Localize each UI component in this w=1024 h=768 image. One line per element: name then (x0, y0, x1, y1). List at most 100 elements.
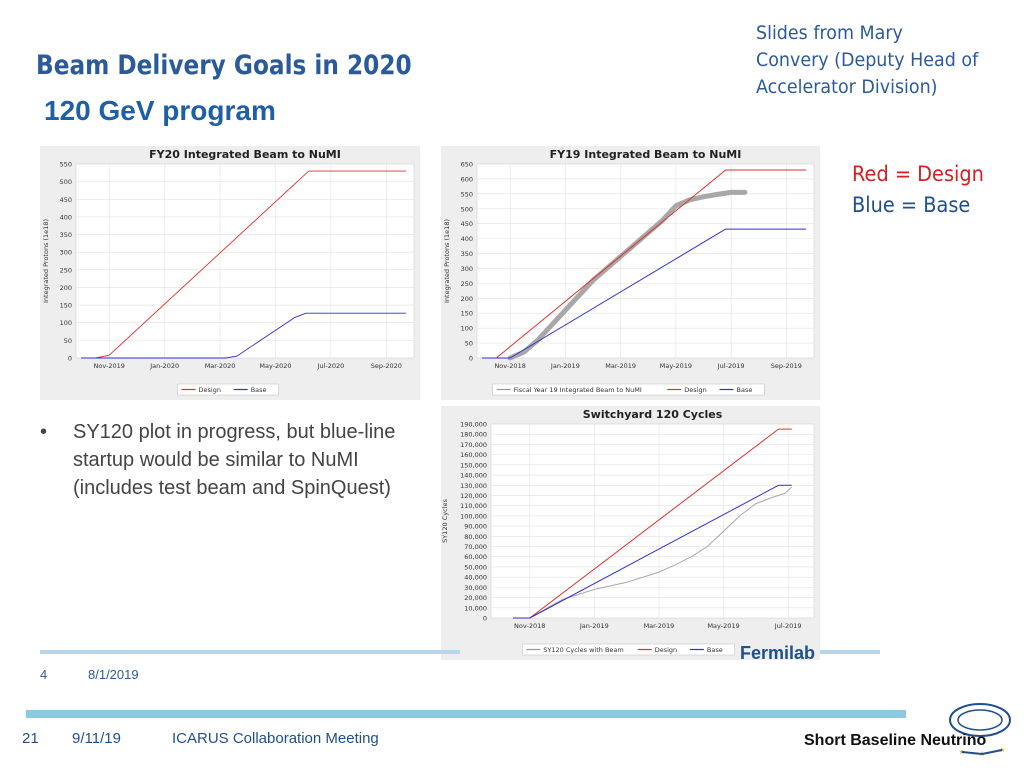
series-line (81, 312, 407, 359)
series-line (529, 486, 792, 619)
y-tick-label: 160,000 (460, 451, 487, 459)
x-tick-label: May-2020 (259, 362, 291, 370)
y-tick-label: 450 (60, 196, 72, 204)
y-tick-label: 250 (461, 280, 473, 288)
y-tick-label: 500 (461, 205, 473, 213)
y-tick-label: 0 (68, 355, 72, 363)
legend-label: SY120 Cycles with Beam (543, 646, 623, 654)
y-axis-label: Integrated Protons (1e18) (42, 219, 50, 303)
y-tick-label: 170,000 (460, 441, 487, 449)
y-tick-label: 110,000 (460, 502, 487, 510)
y-tick-label: 300 (60, 249, 72, 257)
y-tick-label: 120,000 (460, 492, 487, 500)
x-tick-label: Sep-2019 (771, 362, 802, 370)
y-tick-label: 550 (461, 190, 473, 198)
y-tick-label: 140,000 (460, 472, 487, 480)
y-tick-label: 80,000 (464, 533, 487, 541)
chart-fy20-svg: FY20 Integrated Beam to NuMI 0 50 100 150 200… (42, 148, 415, 396)
inner-footer-date: 8/1/2019 (88, 667, 139, 682)
source-note-line: Accelerator Division) (756, 76, 938, 98)
legend-label: Base (707, 646, 723, 654)
x-tick-label: May-2019 (660, 362, 692, 370)
y-tick-label: 50 (465, 340, 473, 348)
footer-divider (26, 710, 906, 718)
series-line (507, 189, 748, 361)
chart-sy120-svg: Switchyard 120 Cycles 0 10,000 20,000 30,000… (441, 408, 815, 656)
y-tick-label: 0 (469, 355, 473, 363)
x-tick-label: Mar-2019 (605, 362, 636, 370)
x-tick-label: Jul-2019 (774, 622, 802, 630)
chart-title: Switchyard 120 Cycles (583, 408, 723, 421)
inner-footer-divider (820, 650, 880, 654)
y-tick-label: 100 (60, 319, 72, 327)
y-tick-label: 150,000 (460, 461, 487, 469)
legend-label: Design (199, 386, 221, 394)
y-tick-label: 50 (64, 337, 72, 345)
chart-fy19-numi: FY19 Integrated Beam to NuMI 0 50 100 150 200… (441, 146, 820, 400)
y-tick-label: 350 (461, 250, 473, 258)
footer-meeting: ICARUS Collaboration Meeting (172, 730, 379, 747)
y-tick-label: 200 (60, 284, 72, 292)
legend-label: Design (684, 386, 706, 394)
y-tick-label: 40,000 (464, 574, 487, 582)
y-tick-label: 100,000 (460, 512, 487, 520)
y-tick-label: 20,000 (464, 594, 487, 602)
footer-date: 9/11/19 (72, 730, 121, 747)
y-axis-label: SY120 Cycles (441, 499, 449, 543)
legend-label: Design (655, 646, 677, 654)
source-note-line: Convery (Deputy Head of (756, 49, 979, 71)
x-tick-label: Jan-2019 (579, 622, 609, 630)
y-tick-label: 450 (461, 220, 473, 228)
sbn-logo-icon (949, 703, 1011, 756)
x-tick-label: Jan-2020 (149, 362, 179, 370)
y-tick-label: 150 (60, 302, 72, 310)
y-tick-label: 200 (461, 295, 473, 303)
y-tick-label: 650 (461, 161, 473, 169)
plot-area (75, 163, 415, 359)
y-tick-label: 550 (60, 161, 72, 169)
y-tick-label: 350 (60, 231, 72, 239)
bullet-symbol: • (40, 421, 48, 443)
y-tick-label: 130,000 (460, 482, 487, 490)
inner-page-number: 4 (40, 667, 48, 682)
x-tick-label: Jul-2020 (317, 362, 345, 370)
x-tick-label: Jul-2019 (717, 362, 745, 370)
x-tick-label: Nov-2019 (94, 362, 125, 370)
inner-footer-divider (40, 650, 460, 654)
y-tick-label: 150 (461, 310, 473, 318)
y-tick-label: 500 (60, 178, 72, 186)
y-tick-label: 250 (60, 266, 72, 274)
series-line (513, 484, 792, 619)
y-tick-label: 300 (461, 265, 473, 273)
y-tick-label: 400 (60, 213, 72, 221)
legend-box (522, 643, 735, 656)
chart-title: FY19 Integrated Beam to NuMI (550, 148, 742, 161)
chart-fy20-numi: FY20 Integrated Beam to NuMI 0 50 100 150 200… (40, 146, 420, 400)
y-tick-label: 10,000 (464, 604, 487, 612)
source-note: Slides from Mary Convery (Deputy Head of… (756, 20, 1006, 101)
series-line (482, 228, 807, 359)
y-tick-label: 50,000 (464, 563, 487, 571)
chart-sy120-cycles: Switchyard 120 Cycles 0 10,000 20,000 30,000… (441, 406, 820, 660)
chart-fy19-svg: FY19 Integrated Beam to NuMI 0 50 100 150 200… (443, 148, 815, 396)
x-tick-label: Nov-2018 (514, 622, 545, 630)
legend-label: Fiscal Year 19 Integrated Beam to NuMI (514, 386, 642, 394)
x-tick-label: May-2019 (707, 622, 739, 630)
page-number: 21 (22, 730, 39, 747)
y-tick-label: 100 (461, 325, 473, 333)
x-tick-label: Jan-2019 (550, 362, 580, 370)
slide-title: Beam Delivery Goals in 2020 (36, 50, 412, 81)
sbn-logo-text: Short Baseline Neutrino (804, 732, 987, 749)
x-tick-label: Mar-2020 (205, 362, 236, 370)
legend-box (177, 383, 279, 396)
x-tick-label: Mar-2019 (644, 622, 675, 630)
color-key-design: Red = Design (852, 162, 984, 186)
y-axis-label: Integrated Protons (1e18) (443, 219, 451, 303)
y-tick-label: 190,000 (460, 421, 487, 429)
y-tick-label: 0 (483, 615, 487, 623)
source-note-line: Slides from Mary (756, 22, 903, 44)
plot-area (490, 423, 815, 619)
y-tick-label: 90,000 (464, 523, 487, 531)
fermilab-logo-icon: Fermilab (740, 643, 815, 664)
chart-title: FY20 Integrated Beam to NuMI (149, 148, 341, 161)
